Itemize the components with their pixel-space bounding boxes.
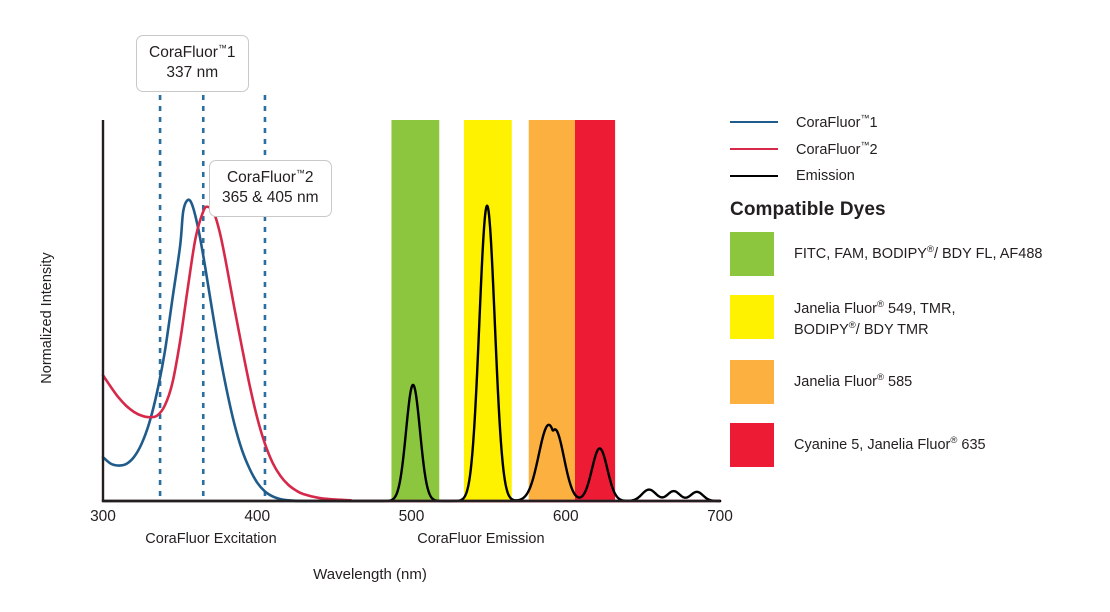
callout-corafluor2: CoraFluor™2 365 & 405 nm (209, 160, 332, 218)
xtick-400: 400 (244, 508, 271, 525)
legend-line-swatch (730, 147, 778, 150)
x-section-label-excitation: CoraFluor Excitation (145, 531, 277, 547)
legend-label: Emission (796, 167, 855, 184)
xtick-500: 500 (398, 508, 425, 525)
compatible-dyes-title: Compatible Dyes (730, 199, 886, 220)
compatible-dyes-list: FITC, FAM, BODIPY®/ BDY FL, AF488 Janelia… (730, 232, 1110, 486)
dye-item-1: FITC, FAM, BODIPY®/ BDY FL, AF488 (730, 232, 1110, 276)
xtick-700: 700 (707, 508, 733, 525)
xtick-300: 300 (90, 508, 116, 525)
dye-label: FITC, FAM, BODIPY®/ BDY FL, AF488 (794, 244, 1043, 262)
dye-label: Janelia Fluor® 549, TMR, BODIPY®/ BDY TMR (794, 299, 956, 339)
dye-color-swatch (730, 359, 774, 404)
x-axis-label: Wavelength (nm) (313, 566, 427, 583)
legend-label: CoraFluor™2 (796, 139, 878, 158)
callout-corafluor1: CoraFluor™1 337 nm (136, 35, 249, 93)
legend-line-swatch (730, 174, 778, 177)
callout-corafluor2-line1: CoraFluor™2 (226, 168, 314, 187)
legend-label: CoraFluor™1 (796, 112, 878, 131)
curve-corafluor2 (101, 205, 722, 503)
callout-corafluor2-line2: 365 & 405 nm (222, 189, 319, 207)
curve-corafluor1 (101, 198, 722, 503)
dye-label: Janelia Fluor® 585 (794, 371, 913, 390)
series-legend: CoraFluor™1 CoraFluor™2 Emission (730, 108, 1110, 189)
xtick-600: 600 (552, 508, 579, 525)
dye-color-swatch (730, 295, 774, 339)
dye-item-3: Janelia Fluor® 585 (730, 359, 1110, 404)
callout-corafluor1-line2: 337 nm (166, 64, 219, 82)
orange-band (528, 120, 577, 501)
y-axis-label: Normalized Intensity (39, 252, 55, 384)
yellow-band (463, 120, 512, 501)
dye-color-swatch (730, 422, 774, 467)
legend-item-1: CoraFluor™1 (730, 108, 1110, 135)
x-section-label-emission: CoraFluor Emission (417, 531, 545, 547)
legend-item-3: Emission (730, 162, 1110, 189)
green-band (391, 120, 440, 501)
legend-item-2: CoraFluor™2 (730, 135, 1110, 162)
dye-color-swatch (730, 232, 774, 276)
callout-corafluor1-line1: CoraFluor™1 (149, 43, 236, 62)
dye-label: Cyanine 5, Janelia Fluor® 635 (794, 434, 986, 453)
red-band (575, 120, 616, 501)
dye-item-2: Janelia Fluor® 549, TMR, BODIPY®/ BDY TMR (730, 295, 1110, 341)
dye-item-4: Cyanine 5, Janelia Fluor® 635 (730, 422, 1110, 467)
legend-line-swatch (730, 120, 778, 123)
